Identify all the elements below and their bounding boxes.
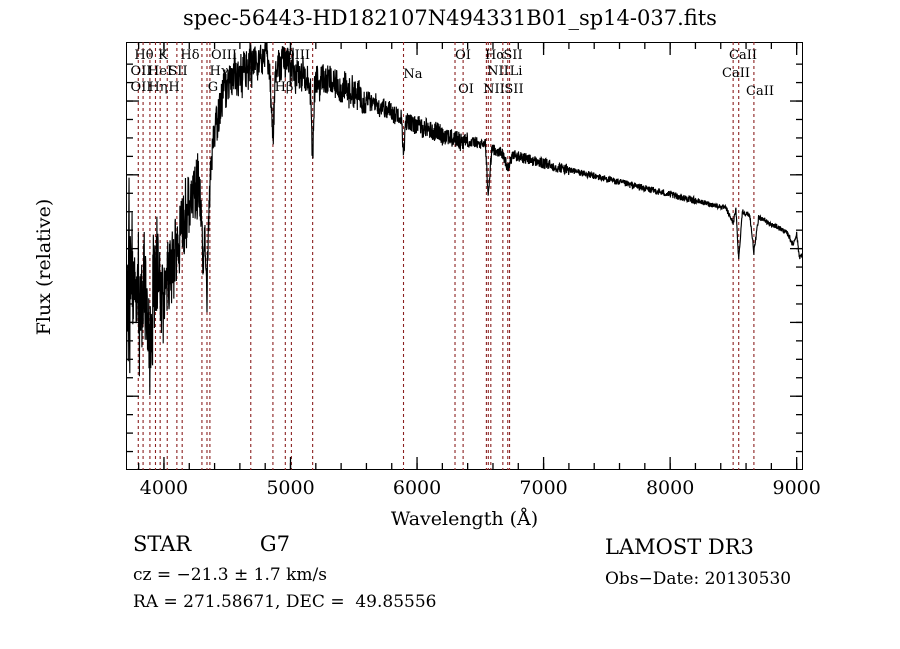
x-tick-label: 5000 <box>266 477 315 499</box>
survey-info-block: LAMOST DR3 Obs−Date: 20130530 <box>605 535 895 589</box>
spectral-line-label: NII <box>483 82 505 97</box>
spectrum-curve <box>126 42 803 396</box>
spectral-line-label: OII <box>130 64 152 79</box>
coordinates: RA = 271.58671, DEC = 49.85556 <box>133 592 437 612</box>
observation-date: Obs−Date: 20130530 <box>605 569 792 589</box>
plot-axes-frame <box>126 42 803 470</box>
spectral-line-label: K <box>158 48 168 63</box>
spectral-line-label: SII <box>168 64 188 79</box>
spectral-line-label: OIII <box>283 48 311 63</box>
spectral-line-label: OI <box>458 82 474 97</box>
spectral-line-label: Hδ <box>180 48 200 63</box>
spectral-line-label: OIII <box>210 48 238 63</box>
spectral-line-label: CaII <box>722 66 750 81</box>
x-tick-label: 4000 <box>139 477 189 499</box>
spectral-line-label: OII <box>130 80 152 95</box>
spectral-line-label: OI <box>455 48 471 63</box>
spectrum-plot-canvas <box>126 42 803 470</box>
object-info-block: STAR G7 cz = −21.3 ± 1.7 km/s RA = 271.5… <box>133 532 603 619</box>
x-tick-label: 7000 <box>519 477 568 499</box>
spectral-line-label: Hη <box>148 80 168 95</box>
x-axis-title: Wavelength (Å) <box>390 508 539 530</box>
spectral-line-label: Hθ <box>134 48 154 63</box>
x-tick-label: 9000 <box>772 477 821 499</box>
spectral-line-label: NII <box>487 64 509 79</box>
spectral-line-label: CaII <box>729 48 757 63</box>
spectral-line-label: G <box>207 80 219 95</box>
radial-velocity: cz = −21.3 ± 1.7 km/s <box>133 565 327 585</box>
figure-title: spec-56443-HD182107N494331B01_sp14-037.f… <box>183 6 717 30</box>
y-axis-title: Flux (relative) <box>33 198 55 336</box>
object-type-and-class: STAR G7 <box>133 532 603 556</box>
survey-name: LAMOST DR3 <box>605 535 754 559</box>
x-tick-label: 6000 <box>392 477 442 499</box>
spectral-line-label: SII <box>503 48 523 63</box>
spectral-line-label: HeI <box>147 64 173 79</box>
object-type: STAR <box>133 532 192 556</box>
spectral-line-label: H <box>168 80 180 95</box>
spectral-line-label: Hγ <box>209 64 229 79</box>
spectral-class: G7 <box>259 532 290 556</box>
x-tick-label: 8000 <box>645 477 695 499</box>
spectral-line-label: Hα <box>484 48 506 63</box>
spectral-line-label: Hβ <box>274 80 294 95</box>
spectral-line-label: Na <box>403 67 423 82</box>
spectral-line-label: Li <box>509 64 523 79</box>
y-axis-tick-labels: 0200040006000800010000 <box>0 0 120 649</box>
spectral-line-label: SII <box>504 82 524 97</box>
spectral-line-label: CaII <box>746 84 774 99</box>
